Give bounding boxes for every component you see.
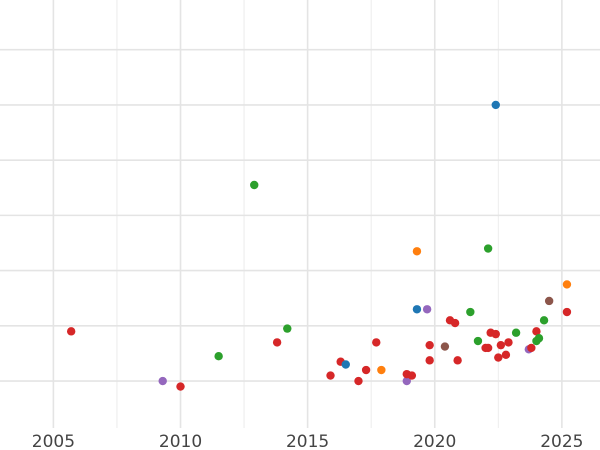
data-point xyxy=(377,365,386,375)
data-point xyxy=(412,247,422,256)
data-point xyxy=(283,324,292,333)
data-point xyxy=(494,353,503,362)
data-point xyxy=(422,305,432,314)
data-point xyxy=(496,340,506,350)
data-point xyxy=(425,356,434,365)
data-points xyxy=(66,100,572,391)
data-point xyxy=(532,327,541,336)
data-point xyxy=(272,338,282,347)
data-point xyxy=(158,376,167,386)
data-point xyxy=(501,350,511,360)
data-point xyxy=(354,376,363,386)
data-point xyxy=(534,334,544,343)
data-point xyxy=(341,360,350,369)
data-point xyxy=(466,307,475,317)
data-point xyxy=(453,356,462,365)
data-point xyxy=(412,305,422,314)
x-tick-labels: 2005 2010 2015 2020 2025 xyxy=(32,432,584,450)
x-tick-label: 2015 xyxy=(286,432,329,450)
data-point xyxy=(176,382,185,391)
data-point xyxy=(504,338,513,347)
data-point xyxy=(562,307,572,317)
data-point xyxy=(326,371,335,380)
grid-lines xyxy=(0,0,600,428)
data-point xyxy=(562,280,572,289)
data-point xyxy=(483,244,493,253)
data-point xyxy=(250,180,259,190)
data-point xyxy=(402,376,411,386)
data-point xyxy=(450,318,460,328)
x-tick-label: 2020 xyxy=(413,432,456,450)
data-point xyxy=(425,340,434,350)
data-point xyxy=(511,328,521,337)
data-point xyxy=(214,352,223,361)
x-tick-label: 2025 xyxy=(540,432,583,450)
data-point xyxy=(544,296,554,306)
x-tick-label: 2010 xyxy=(159,432,202,450)
x-tick-label: 2005 xyxy=(32,432,75,450)
data-point xyxy=(527,343,536,353)
data-point xyxy=(539,316,549,325)
data-point xyxy=(491,329,500,339)
data-point xyxy=(361,365,371,375)
data-point xyxy=(473,336,483,346)
data-point xyxy=(66,327,76,336)
data-point xyxy=(407,371,417,380)
data-point xyxy=(372,338,381,347)
data-point xyxy=(491,100,500,110)
data-point xyxy=(483,343,493,353)
data-point xyxy=(440,342,450,351)
